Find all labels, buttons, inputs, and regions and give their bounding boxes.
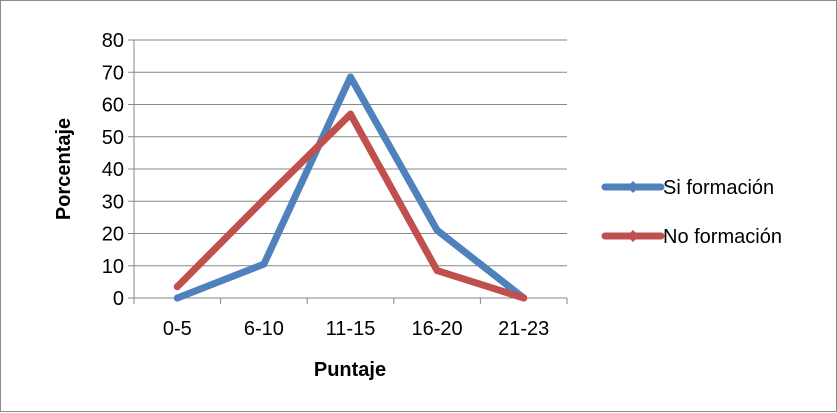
- y-tick-labels: 0 10 20 30 40 50 60 70 80: [102, 30, 124, 310]
- y-tick-label: 80: [102, 30, 124, 52]
- y-tick-label: 40: [102, 159, 124, 181]
- y-tick-label: 0: [113, 288, 124, 310]
- gridlines: [134, 39, 567, 267]
- legend-marker-icon: [627, 181, 639, 193]
- series-line-1: [173, 73, 528, 302]
- data-point: [173, 283, 181, 291]
- y-axis-title: Porcentaje: [53, 118, 75, 220]
- data-point: [347, 73, 354, 81]
- y-tick-label: 50: [102, 127, 124, 149]
- x-tick-label: 16-20: [412, 318, 463, 340]
- y-tick-label: 70: [102, 62, 124, 84]
- x-axis-title: Puntaje: [314, 359, 386, 381]
- data-point: [173, 294, 181, 302]
- legend-label: Si formación: [663, 177, 774, 199]
- x-tick-label: 21-23: [498, 318, 549, 340]
- x-tick-label: 11-15: [326, 318, 376, 340]
- data-point: [520, 294, 528, 302]
- data-point: [433, 226, 441, 234]
- legend: Si formación No formación: [601, 177, 782, 248]
- y-tick-label: 30: [102, 191, 124, 213]
- data-point: [433, 267, 441, 275]
- series-line-2: [173, 110, 528, 302]
- axes: [128, 39, 568, 304]
- x-tick-label: 0-5: [163, 318, 192, 340]
- data-point: [347, 110, 354, 118]
- y-tick-label: 10: [102, 256, 124, 278]
- data-point: [260, 196, 268, 204]
- x-tick-labels: 0-5 6-10 11-15 16-20 21-23: [163, 318, 549, 340]
- legend-label: No formación: [663, 226, 782, 248]
- x-tick-label: 6-10: [244, 318, 284, 340]
- y-tick-label: 20: [102, 224, 124, 246]
- data-point: [260, 260, 268, 268]
- y-tick-label: 60: [102, 95, 124, 117]
- legend-marker-icon: [627, 230, 639, 242]
- series-lines: [173, 73, 528, 302]
